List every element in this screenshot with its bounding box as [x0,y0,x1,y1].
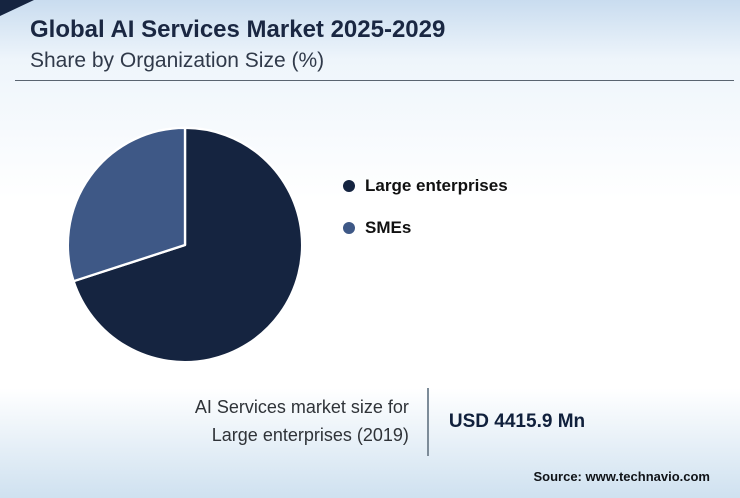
callout-caption-line2: Large enterprises (2019) [211,424,409,445]
legend-bullet-large-enterprises-icon [343,180,355,192]
legend-item-smes: SMEs [343,218,508,238]
source-attribution: Source: www.technavio.com [533,469,710,484]
page-subtitle: Share by Organization Size (%) [30,48,325,72]
pie-slice-smes [66,126,187,283]
legend-bullet-smes-icon [343,222,355,234]
header-divider [15,80,734,81]
legend-item-large-enterprises: Large enterprises [343,176,508,196]
callout-divider [426,388,429,456]
legend: Large enterprises SMEs [343,176,508,238]
pie-chart [66,126,304,364]
pie-slice-large-enterprises [72,126,304,364]
corner-accent-triangle [0,0,34,16]
callout-caption-line1: AI Services market size for [194,397,409,417]
callout-value: USD 4415.9 Mn [448,410,586,432]
header: Global AI Services Market 2025-2029 Shar… [30,16,710,73]
pie-chart-container [62,122,308,368]
legend-label-large-enterprises: Large enterprises [365,176,508,195]
market-size-callout: AI Services market size for Large enterp… [90,388,690,456]
page-title: Global AI Services Market 2025-2029 [30,16,446,43]
legend-label-smes: SMEs [365,218,412,237]
callout-caption: AI Services market size for Large enterp… [195,388,427,456]
